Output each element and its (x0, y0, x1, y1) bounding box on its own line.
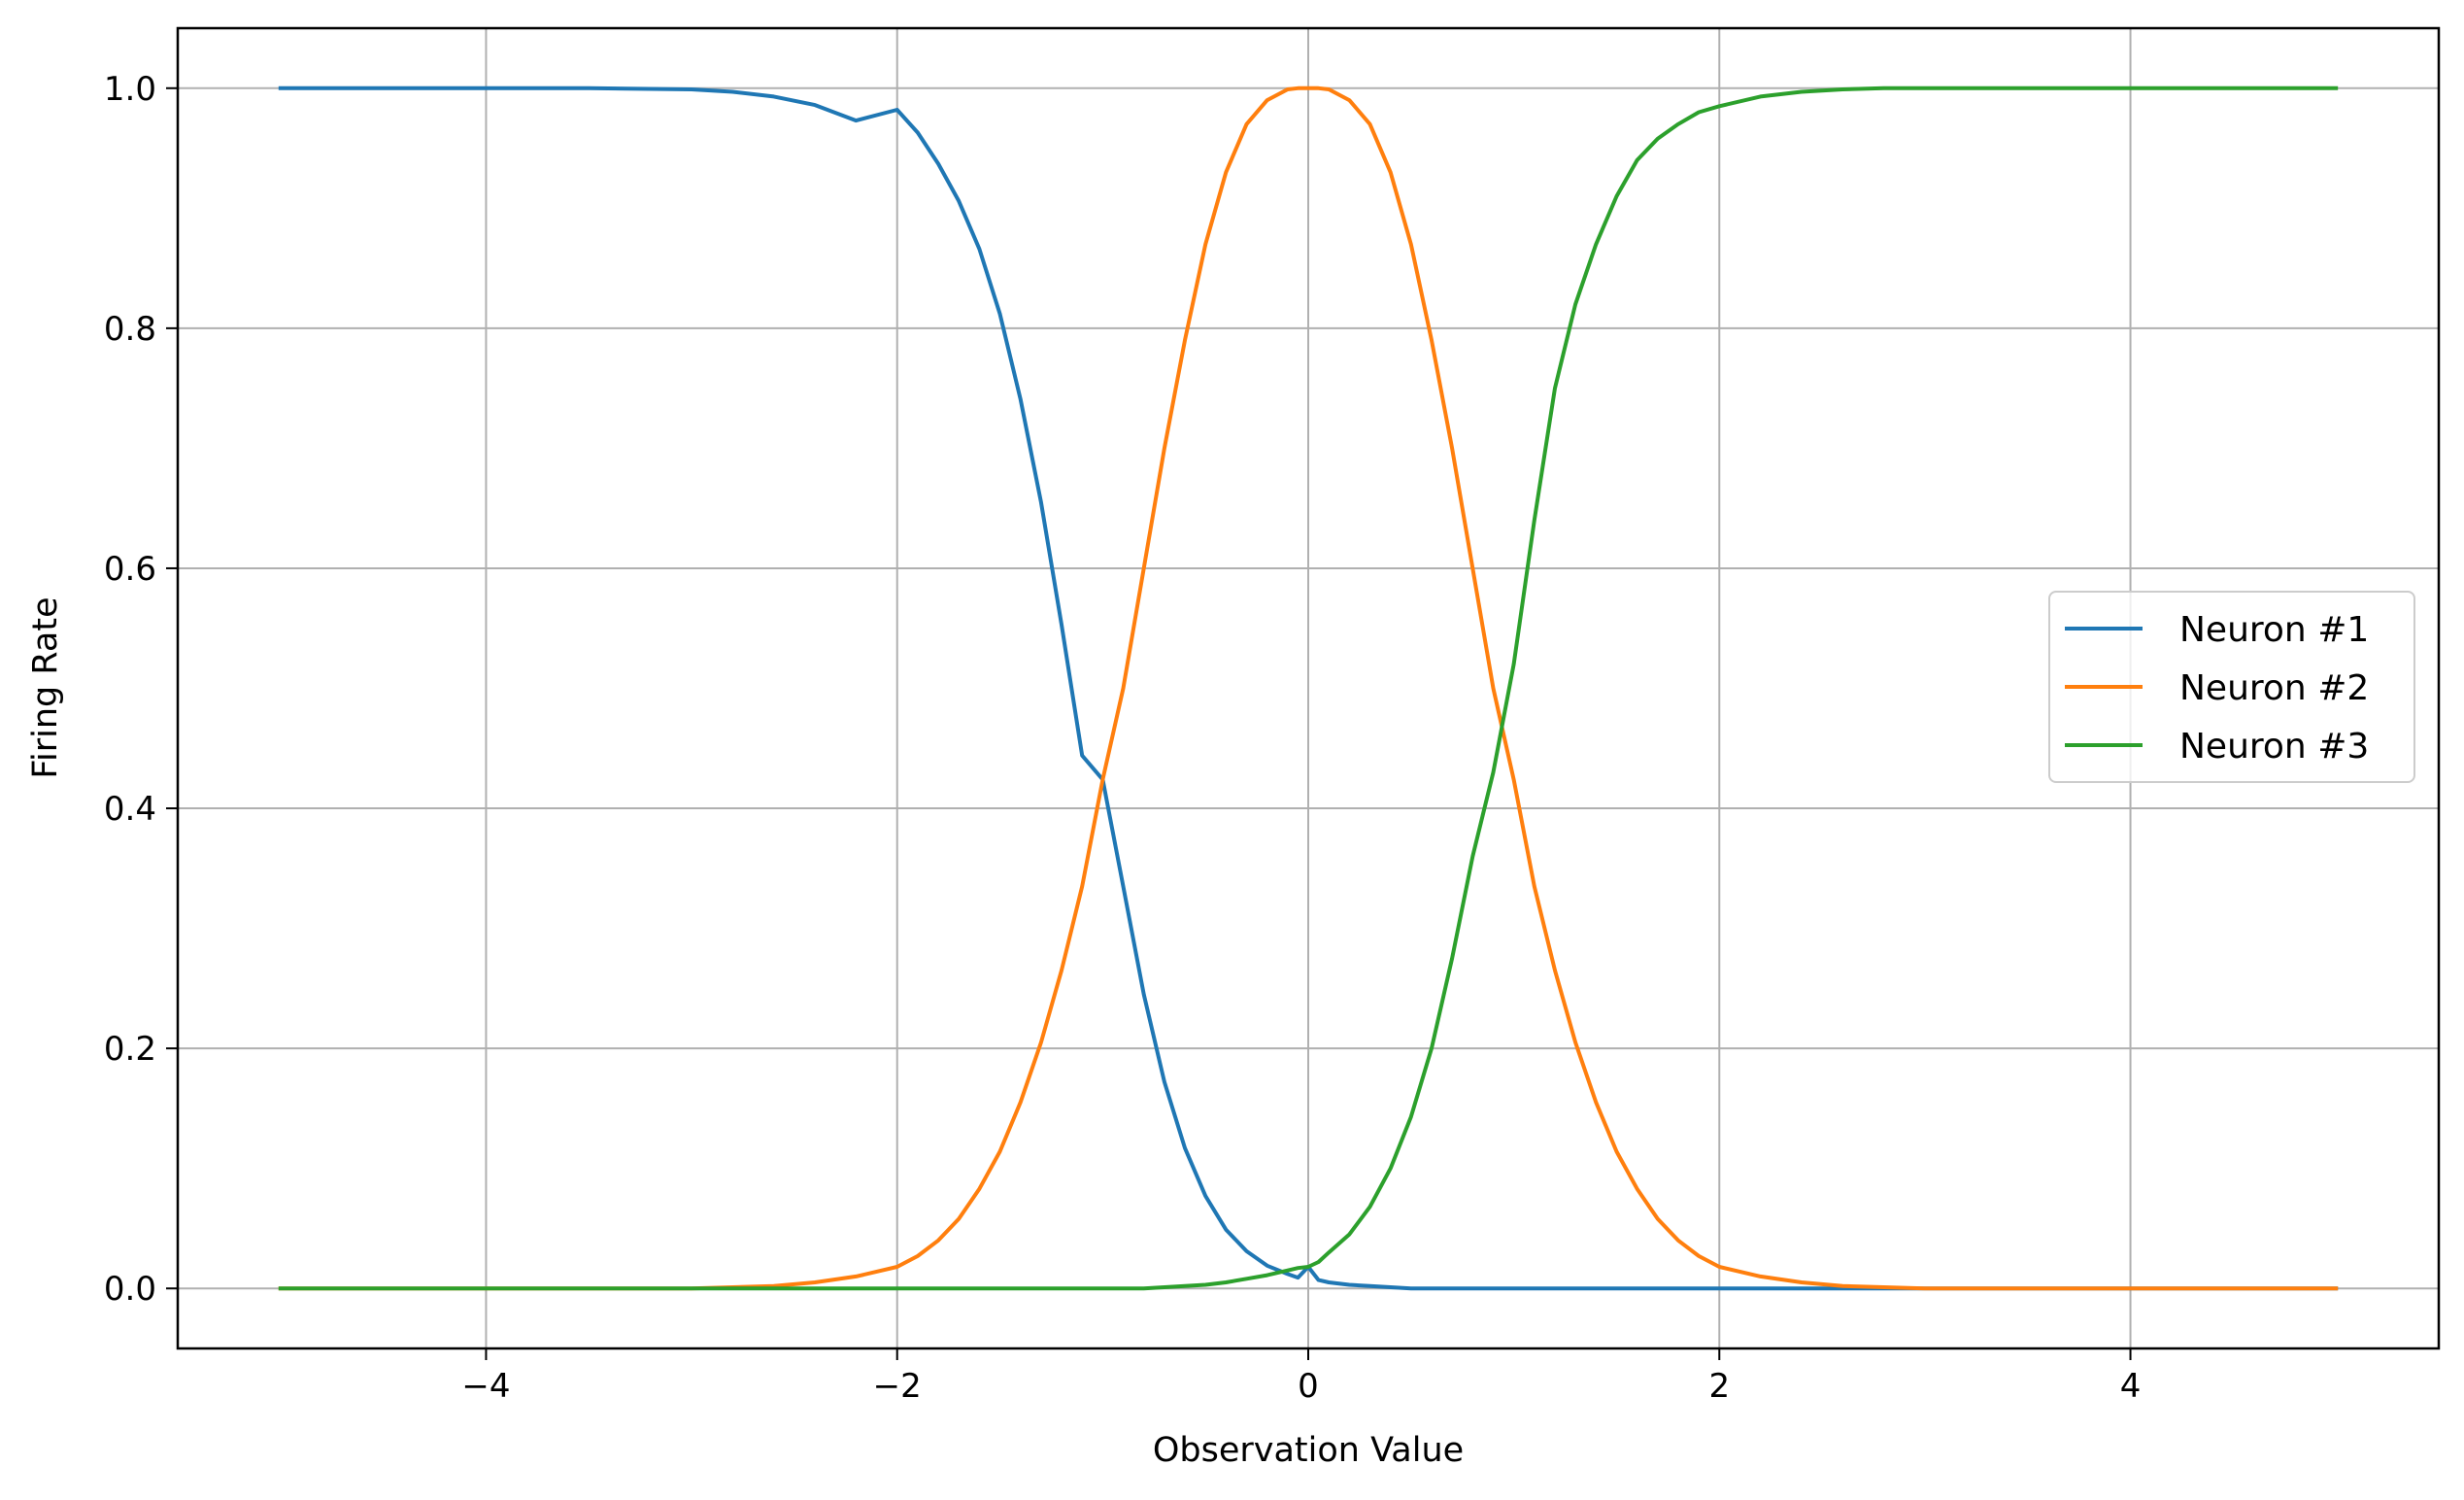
x-tick-label: 4 (2120, 1367, 2142, 1406)
y-tick-label: 0.0 (104, 1270, 156, 1309)
y-tick-label: 0.2 (104, 1030, 156, 1069)
y-axis-label: Firing Rate (26, 597, 65, 778)
legend-label-neuron-3: Neuron #3 (2179, 727, 2369, 767)
legend-label-neuron-2: Neuron #2 (2179, 668, 2369, 708)
series-layer (278, 85, 2339, 1291)
series-line-neuron-3 (278, 85, 2339, 1291)
tick-layer: −4 −2 0 2 4 0.0 0.2 0.4 0.6 0.8 1.0 (104, 70, 2141, 1406)
x-tick-label: 2 (1708, 1367, 1730, 1406)
x-tick-label: −4 (461, 1367, 510, 1406)
y-tick-label: 0.6 (104, 550, 156, 589)
x-tick-label: 0 (1298, 1367, 1319, 1406)
series-line-neuron-2 (278, 85, 2339, 1291)
x-axis-label: Observation Value (1153, 1431, 1464, 1470)
legend-box (2048, 591, 2415, 783)
y-tick-label: 0.4 (104, 790, 156, 829)
y-tick-label: 0.8 (104, 310, 156, 349)
x-tick-label: −2 (873, 1367, 922, 1406)
legend: Neuron #1 Neuron #2 Neuron #3 (2048, 591, 2415, 783)
y-tick-label: 1.0 (104, 70, 156, 109)
legend-label-neuron-1: Neuron #1 (2179, 610, 2369, 650)
